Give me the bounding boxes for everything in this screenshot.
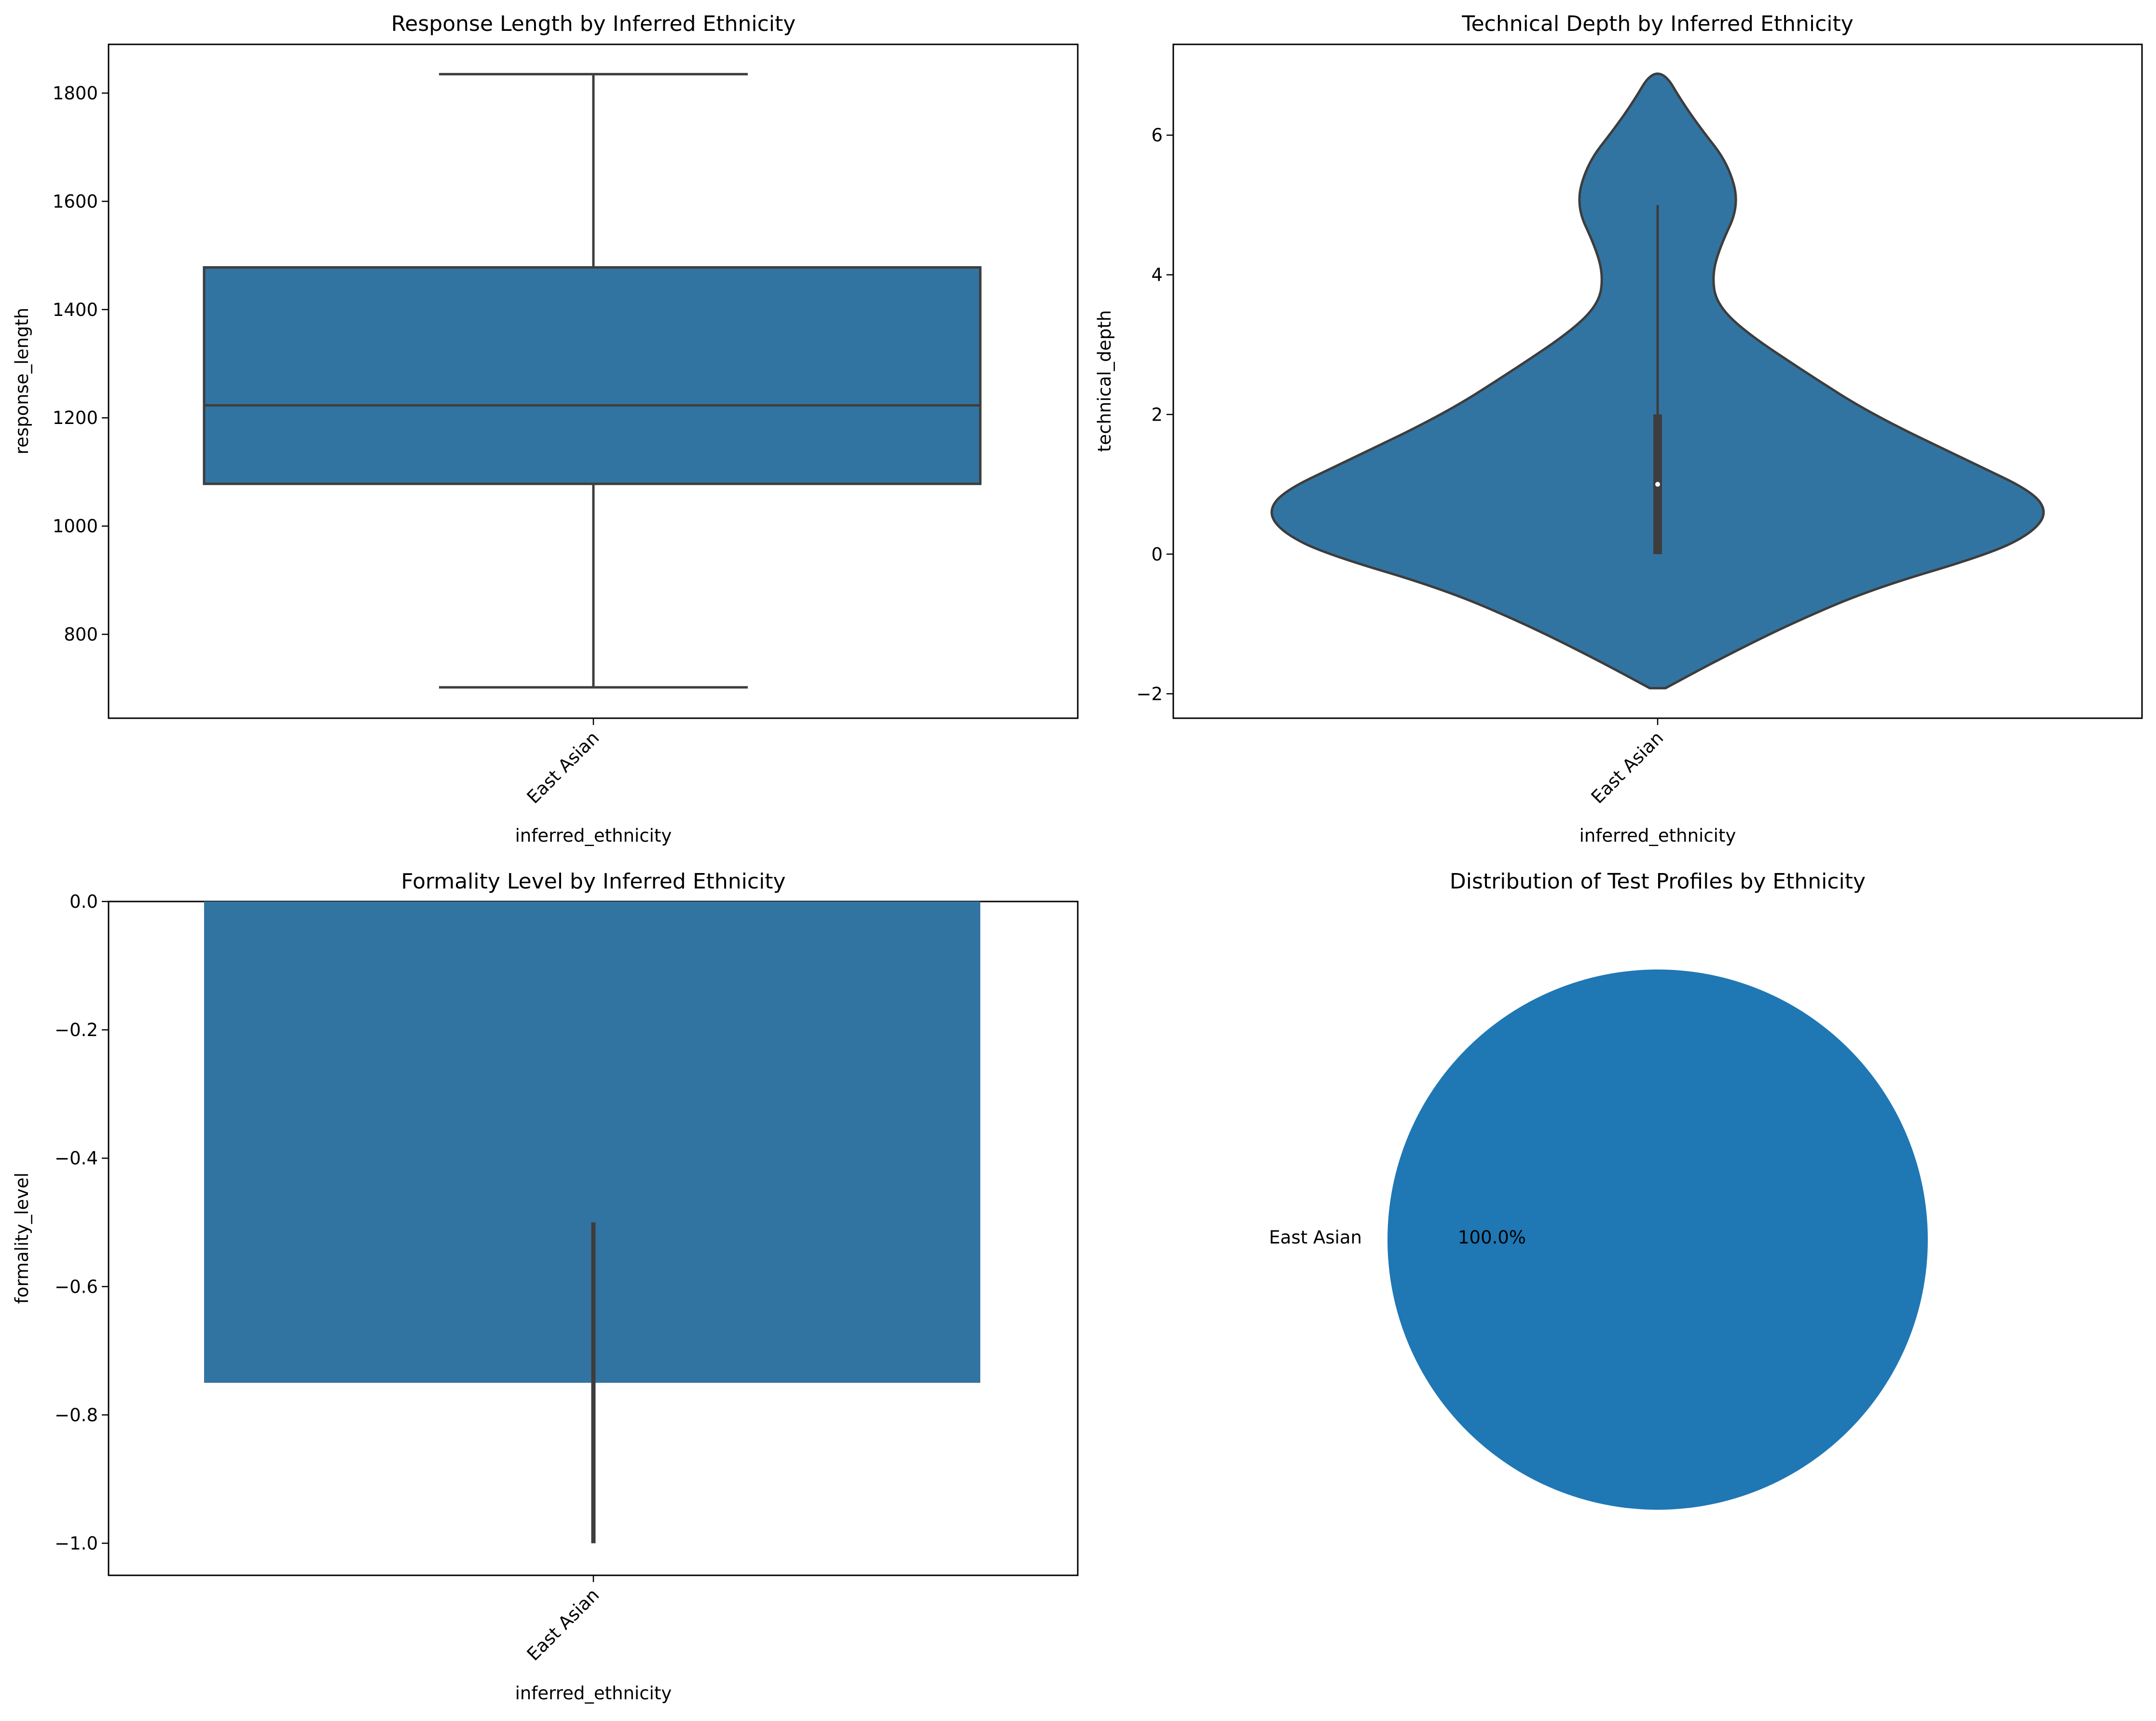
bar-ytick-label-4: −0.8 xyxy=(55,1405,98,1425)
pie-title: Distribution of Test Profiles by Ethnici… xyxy=(1450,869,1866,894)
box-ytick-label-4: 1600 xyxy=(53,191,98,212)
box-panel: Response Length by Inferred Ethnicity 80… xyxy=(12,12,1079,846)
violin-y-ticks: −2 0 2 4 6 xyxy=(1136,125,1173,704)
box-title: Response Length by Inferred Ethnicity xyxy=(391,12,796,36)
violin-ytick-label-4: 6 xyxy=(1151,125,1163,146)
violin-title: Technical Depth by Inferred Ethnicity xyxy=(1461,12,1854,36)
pie-slice-label: East Asian xyxy=(1269,1227,1362,1248)
box-xlabel: inferred_ethnicity xyxy=(515,825,672,846)
box-ytick-label-3: 1400 xyxy=(53,300,98,320)
bar-marks xyxy=(204,901,980,1543)
bar-y-ticks: 0.0 −0.2 −0.4 −0.6 −0.8 −1.0 xyxy=(55,891,109,1554)
box-xtick-label: East Asian xyxy=(523,727,604,808)
pie-marks xyxy=(1387,970,1928,1510)
box-y-ticks: 800 1000 1200 1400 1600 1800 xyxy=(53,83,109,645)
box-ylabel: response_length xyxy=(12,308,32,455)
violin-xtick-label: East Asian xyxy=(1587,727,1668,808)
pie-slice-percent: 100.0% xyxy=(1458,1227,1526,1248)
violin-panel: Technical Depth by Inferred Ethnicity −2… xyxy=(1094,12,2143,846)
bar-xtick-label: East Asian xyxy=(523,1584,604,1665)
pie-panel: Distribution of Test Profiles by Ethnici… xyxy=(1269,869,1928,1510)
violin-ytick-label-1: 0 xyxy=(1151,544,1163,565)
bar-ytick-label-5: −1.0 xyxy=(55,1533,98,1554)
bar-ylabel: formality_level xyxy=(12,1173,32,1304)
bar-ytick-label-0: 0.0 xyxy=(69,891,98,912)
violin-median xyxy=(1655,482,1660,487)
bar-ytick-label-1: −0.2 xyxy=(55,1020,98,1040)
violin-xlabel: inferred_ethnicity xyxy=(1579,825,1736,846)
box-marks xyxy=(203,73,982,689)
violin-ytick-label-0: −2 xyxy=(1136,683,1163,704)
bar-ytick-label-3: −0.6 xyxy=(55,1276,98,1297)
pie-slice-east-asian xyxy=(1387,970,1928,1510)
bar-panel: Formality Level by Inferred Ethnicity 0.… xyxy=(12,869,1079,1704)
bar-title: Formality Level by Inferred Ethnicity xyxy=(401,869,785,894)
box-ytick-label-2: 1200 xyxy=(53,408,98,428)
box-iqr xyxy=(203,266,982,485)
bar-ytick-label-2: −0.4 xyxy=(55,1148,98,1169)
box-ytick-label-5: 1800 xyxy=(53,83,98,104)
bar-xlabel: inferred_ethnicity xyxy=(515,1683,672,1704)
box-ytick-label-1: 1000 xyxy=(53,516,98,537)
violin-marks xyxy=(1270,72,2045,690)
box-ytick-label-0: 800 xyxy=(64,624,98,645)
violin-ytick-label-3: 4 xyxy=(1151,265,1163,286)
violin-ytick-label-2: 2 xyxy=(1151,404,1163,425)
violin-ylabel: technical_depth xyxy=(1094,310,1115,452)
